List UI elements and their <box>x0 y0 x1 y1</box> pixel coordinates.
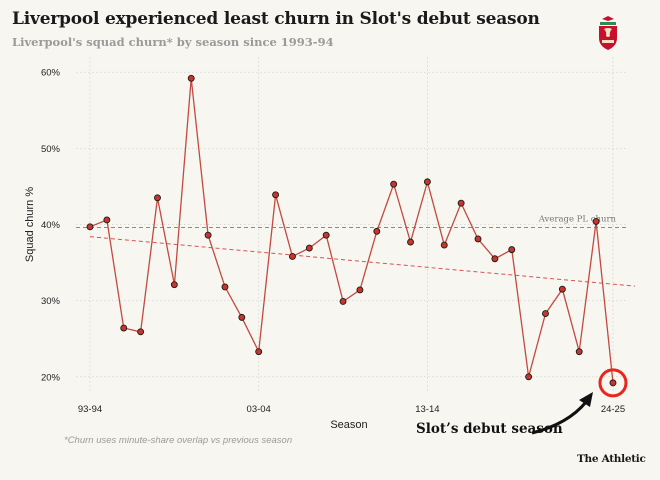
data-point <box>474 235 482 243</box>
y-tick-label: 60% <box>41 68 61 79</box>
data-point <box>137 328 145 336</box>
x-axis-title: Season <box>330 419 367 431</box>
callout-arrow <box>531 401 588 435</box>
data-point <box>86 223 94 231</box>
reference-line-label: Average PL churn <box>538 215 617 225</box>
x-tick-label: 93-94 <box>78 404 102 415</box>
data-point <box>255 348 263 356</box>
y-axis-title: Squad churn % <box>24 187 36 262</box>
data-point <box>525 373 533 381</box>
x-tick-label: 03-04 <box>247 404 271 415</box>
chart-subtitle: Liverpool's squad churn* by season since… <box>12 35 334 49</box>
data-point <box>154 194 161 202</box>
data-point <box>221 283 229 291</box>
data-point <box>558 285 566 293</box>
data-point <box>592 218 600 225</box>
data-point <box>575 348 583 356</box>
brand-logo: The Athletic <box>577 453 646 465</box>
trend-line <box>89 236 636 287</box>
callout-label: Slot’s debut season <box>416 421 563 437</box>
y-tick-label: 20% <box>41 372 61 383</box>
y-tick-label: 50% <box>41 144 61 155</box>
data-point <box>322 231 330 239</box>
liverpool-crest-icon <box>599 16 617 50</box>
data-point <box>339 297 347 305</box>
data-point <box>542 310 549 318</box>
data-point <box>491 255 499 263</box>
data-point <box>187 74 195 82</box>
data-point <box>238 313 246 321</box>
y-tick-label: 40% <box>41 220 61 231</box>
data-point <box>407 238 414 246</box>
footnote: *Churn uses minute-share overlap vs prev… <box>64 435 293 446</box>
x-tick-label: 24-25 <box>601 404 625 415</box>
data-point <box>103 216 111 224</box>
data-point <box>170 281 178 289</box>
y-tick-label: 30% <box>41 296 61 307</box>
data-point <box>390 180 398 188</box>
data-point <box>440 241 448 249</box>
data-point <box>305 244 313 252</box>
data-point <box>204 231 212 239</box>
data-point <box>457 199 465 207</box>
data-point <box>423 178 431 186</box>
data-point <box>272 191 280 199</box>
callout-arrowhead <box>579 392 593 407</box>
x-tick-label: 13-14 <box>415 404 439 415</box>
data-point <box>609 379 617 387</box>
data-point <box>356 286 364 294</box>
data-point <box>288 253 296 260</box>
data-point <box>373 227 381 235</box>
chart-title: Liverpool experienced least churn in Slo… <box>12 9 540 29</box>
data-point <box>120 324 128 332</box>
data-point <box>508 246 516 254</box>
highlight-ring <box>598 368 628 398</box>
series-line <box>89 78 614 383</box>
